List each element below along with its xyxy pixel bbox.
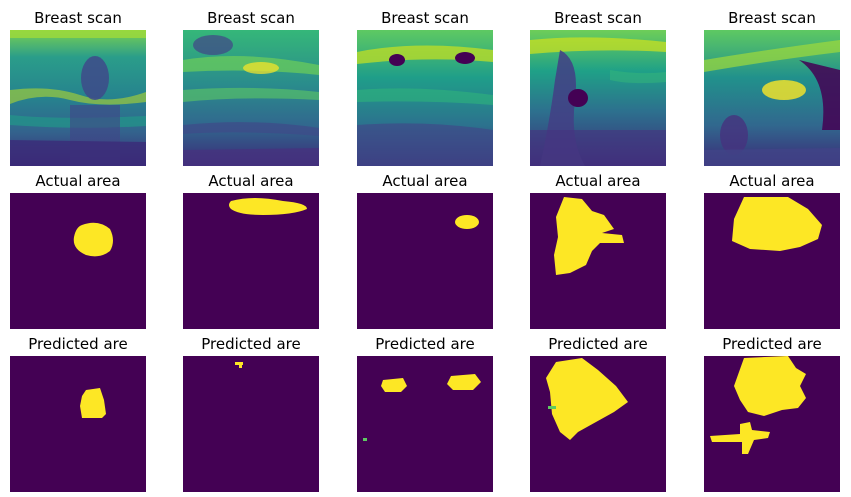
actual-mask-image — [183, 193, 319, 329]
scan-title: Breast scan — [728, 9, 816, 27]
scan-title: Breast scan — [207, 9, 295, 27]
scan-title: Breast scan — [34, 9, 122, 27]
scan-title: Breast scan — [381, 9, 469, 27]
breast-scan-image — [183, 30, 319, 166]
predicted-title: Predicted are — [201, 335, 301, 353]
breast-scan-image — [704, 30, 840, 166]
predicted-mask-image — [357, 356, 493, 492]
breast-scan-image — [530, 30, 666, 166]
actual-title: Actual area — [729, 172, 815, 190]
breast-scan-image — [10, 30, 146, 166]
actual-title: Actual area — [35, 172, 121, 190]
actual-mask-image — [530, 193, 666, 329]
actual-mask-image — [357, 193, 493, 329]
predicted-title: Predicted are — [548, 335, 648, 353]
actual-title: Actual area — [208, 172, 294, 190]
predicted-title: Predicted are — [722, 335, 822, 353]
actual-mask-image — [704, 193, 840, 329]
predicted-mask-image — [704, 356, 840, 492]
predicted-mask-image — [183, 356, 319, 492]
predicted-mask-image — [10, 356, 146, 492]
actual-title: Actual area — [382, 172, 468, 190]
scan-title: Breast scan — [554, 9, 642, 27]
breast-scan-image — [357, 30, 493, 166]
predicted-title: Predicted are — [375, 335, 475, 353]
actual-title: Actual area — [555, 172, 641, 190]
predicted-mask-image — [530, 356, 666, 492]
predicted-title: Predicted are — [28, 335, 128, 353]
actual-mask-image — [10, 193, 146, 329]
